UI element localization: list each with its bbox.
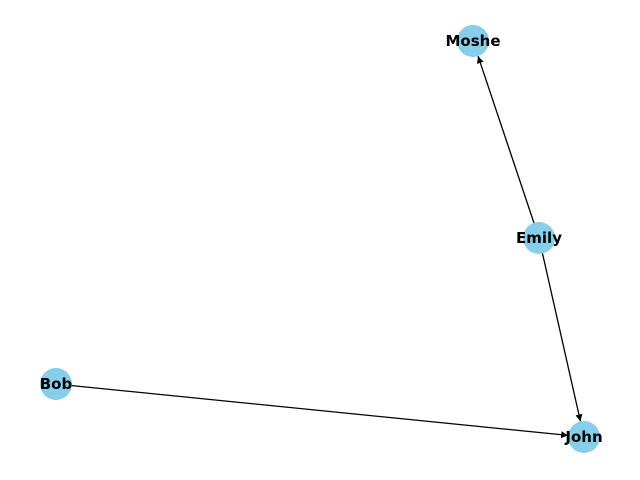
node-john: John [564,421,603,453]
node-circle [457,25,489,57]
node-circle [523,222,555,254]
node-emily: Emily [516,222,562,254]
edges-layer [55,55,583,439]
node-label: Emily [516,229,562,247]
node-circle [568,421,600,453]
edge-emily-to-john [538,237,583,422]
node-bob: Bob [40,368,73,400]
node-label: Moshe [445,32,500,50]
node-moshe: Moshe [445,25,501,57]
edge-bob-to-john [55,383,569,439]
nodes-layer: Moshe Emily Bob John [40,25,603,453]
edge-emily-to-moshe [476,55,540,239]
node-circle [40,368,72,400]
node-label: Bob [40,375,73,393]
node-label: John [564,428,602,446]
